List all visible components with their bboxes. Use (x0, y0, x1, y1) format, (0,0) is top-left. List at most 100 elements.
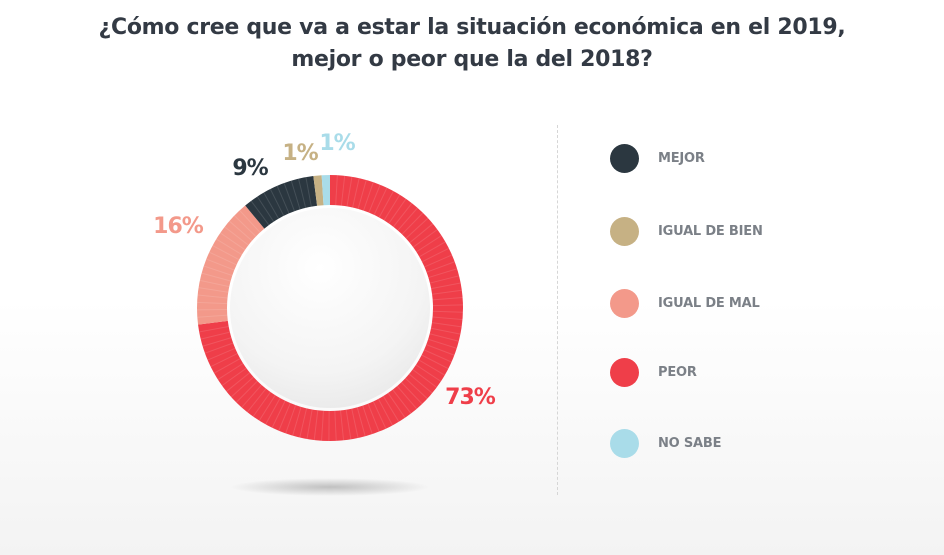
chart-title-line-2: mejor o peor que la del 2018? (291, 47, 653, 72)
legend-label: MEJOR (658, 150, 705, 166)
legend-item-mejor: MEJOR (610, 143, 705, 173)
donut-texture-tick (429, 333, 459, 342)
donut-texture-tick (334, 410, 337, 441)
donut-texture-tick (426, 344, 455, 356)
legend-item-peor: PEOR (610, 357, 697, 387)
donut-texture-tick (423, 349, 452, 363)
donut-texture-tick (201, 272, 231, 282)
donut-texture-tick (431, 282, 461, 290)
donut-texture-tick (387, 392, 406, 419)
donut-texture-tick (241, 384, 262, 408)
donut-texture-tick (321, 410, 324, 441)
legend-swatch (610, 216, 639, 246)
data-label-igual-de-mal: 16% (153, 214, 204, 239)
donut-texture-tick (418, 359, 446, 376)
donut-texture-tick (421, 247, 450, 263)
donut-texture-tick (233, 215, 257, 237)
donut-texture-tick (405, 217, 429, 239)
donut-texture-tick (230, 376, 254, 398)
donut-texture-tick (400, 381, 423, 405)
legend-swatch (610, 288, 639, 318)
donut-texture-tick (263, 192, 280, 219)
donut-texture-tick (278, 402, 291, 431)
donut-texture-tick (392, 389, 412, 414)
data-label-no-sabe: 1% (319, 131, 355, 156)
donut-texture-tick (345, 409, 352, 440)
legend-divider (557, 125, 558, 495)
donut-texture-tick (215, 238, 243, 256)
donut-texture-tick (373, 187, 388, 216)
donut-texture-tick (401, 212, 424, 235)
donut-texture-tick (428, 268, 458, 279)
donut-texture-tick (429, 275, 460, 284)
donut-texture-tick (271, 400, 286, 428)
donut-texture-tick (396, 385, 418, 410)
donut-texture-tick (363, 182, 374, 211)
donut-texture-tick (221, 367, 247, 387)
donut-texture-tick (258, 394, 276, 421)
donut-texture-tick (217, 362, 244, 380)
donut-texture-tick (250, 200, 270, 226)
donut-texture-tick (382, 395, 400, 423)
donut-texture-tick (306, 409, 313, 440)
donut-texture-tick (206, 258, 235, 271)
donut-slice-igual-de-bien (313, 175, 324, 206)
donut-texture-tick (246, 388, 267, 413)
donut-texture-tick (430, 327, 461, 335)
data-label-mejor: 9% (232, 156, 268, 181)
donut-texture-tick (419, 241, 446, 258)
donut-texture-tick (219, 232, 246, 251)
donut-texture-tick (357, 179, 367, 210)
donut-texture-tick (409, 223, 434, 244)
legend-swatch (610, 428, 639, 458)
legend-label: IGUAL DE MAL (658, 295, 760, 311)
donut-texture-tick (197, 314, 228, 318)
donut-texture-tick (199, 326, 229, 333)
donut-texture-tick (408, 373, 433, 394)
donut-texture-tick (200, 331, 230, 340)
donut-texture-tick (368, 184, 381, 213)
donut-texture-tick (197, 301, 228, 305)
legend-item-igual-de-mal: IGUAL DE MAL (610, 288, 760, 318)
legend-label: NO SABE (658, 435, 722, 451)
donut-texture-tick (265, 397, 281, 425)
legend-label: IGUAL DE BIEN (658, 223, 763, 239)
donut-texture-tick (356, 407, 366, 437)
data-label-igual-de-bien: 1% (282, 141, 318, 166)
data-label-peor: 73% (445, 385, 496, 410)
chart-title: ¿Cómo cree que va a estar la situación e… (0, 12, 944, 76)
chart-title-line-1: ¿Cómo cree que va a estar la situación e… (98, 15, 846, 40)
donut-texture-tick (367, 403, 380, 432)
donut-texture-tick (340, 410, 345, 441)
donut-texture-tick (427, 338, 457, 349)
donut-texture-tick (397, 207, 418, 231)
donut-texture-tick (299, 408, 308, 438)
donut-texture-tick (412, 229, 438, 248)
donut-texture-tick (405, 377, 428, 400)
donut-texture-tick (431, 322, 462, 328)
donut-texture-tick (290, 180, 301, 210)
donut-texture-tick (283, 182, 295, 212)
donut-texture-tick (372, 401, 387, 429)
donut-texture-tick (209, 251, 237, 266)
donut-texture-tick (432, 304, 463, 307)
donut-texture-tick (362, 405, 373, 435)
donut-texture-tick (269, 188, 285, 217)
donut-texture-tick (199, 279, 230, 288)
donut-texture-tick (203, 265, 233, 276)
donut-texture-tick (213, 358, 241, 374)
donut-texture-tick (351, 408, 359, 439)
donut-texture-tick (412, 369, 438, 388)
donut-texture-tick (377, 398, 393, 426)
donut-texture-tick (285, 404, 297, 434)
donut-texture-tick (212, 245, 240, 261)
legend-swatch (610, 357, 639, 387)
donut-texture-tick (388, 198, 407, 224)
donut-texture-tick (204, 342, 234, 354)
donut-texture-tick (207, 347, 236, 361)
donut-texture-tick (346, 176, 353, 207)
donut-texture-tick (432, 289, 462, 295)
donut-texture-tick (252, 391, 271, 417)
donut-texture-tick (335, 175, 338, 206)
donut-texture-tick (432, 316, 463, 321)
